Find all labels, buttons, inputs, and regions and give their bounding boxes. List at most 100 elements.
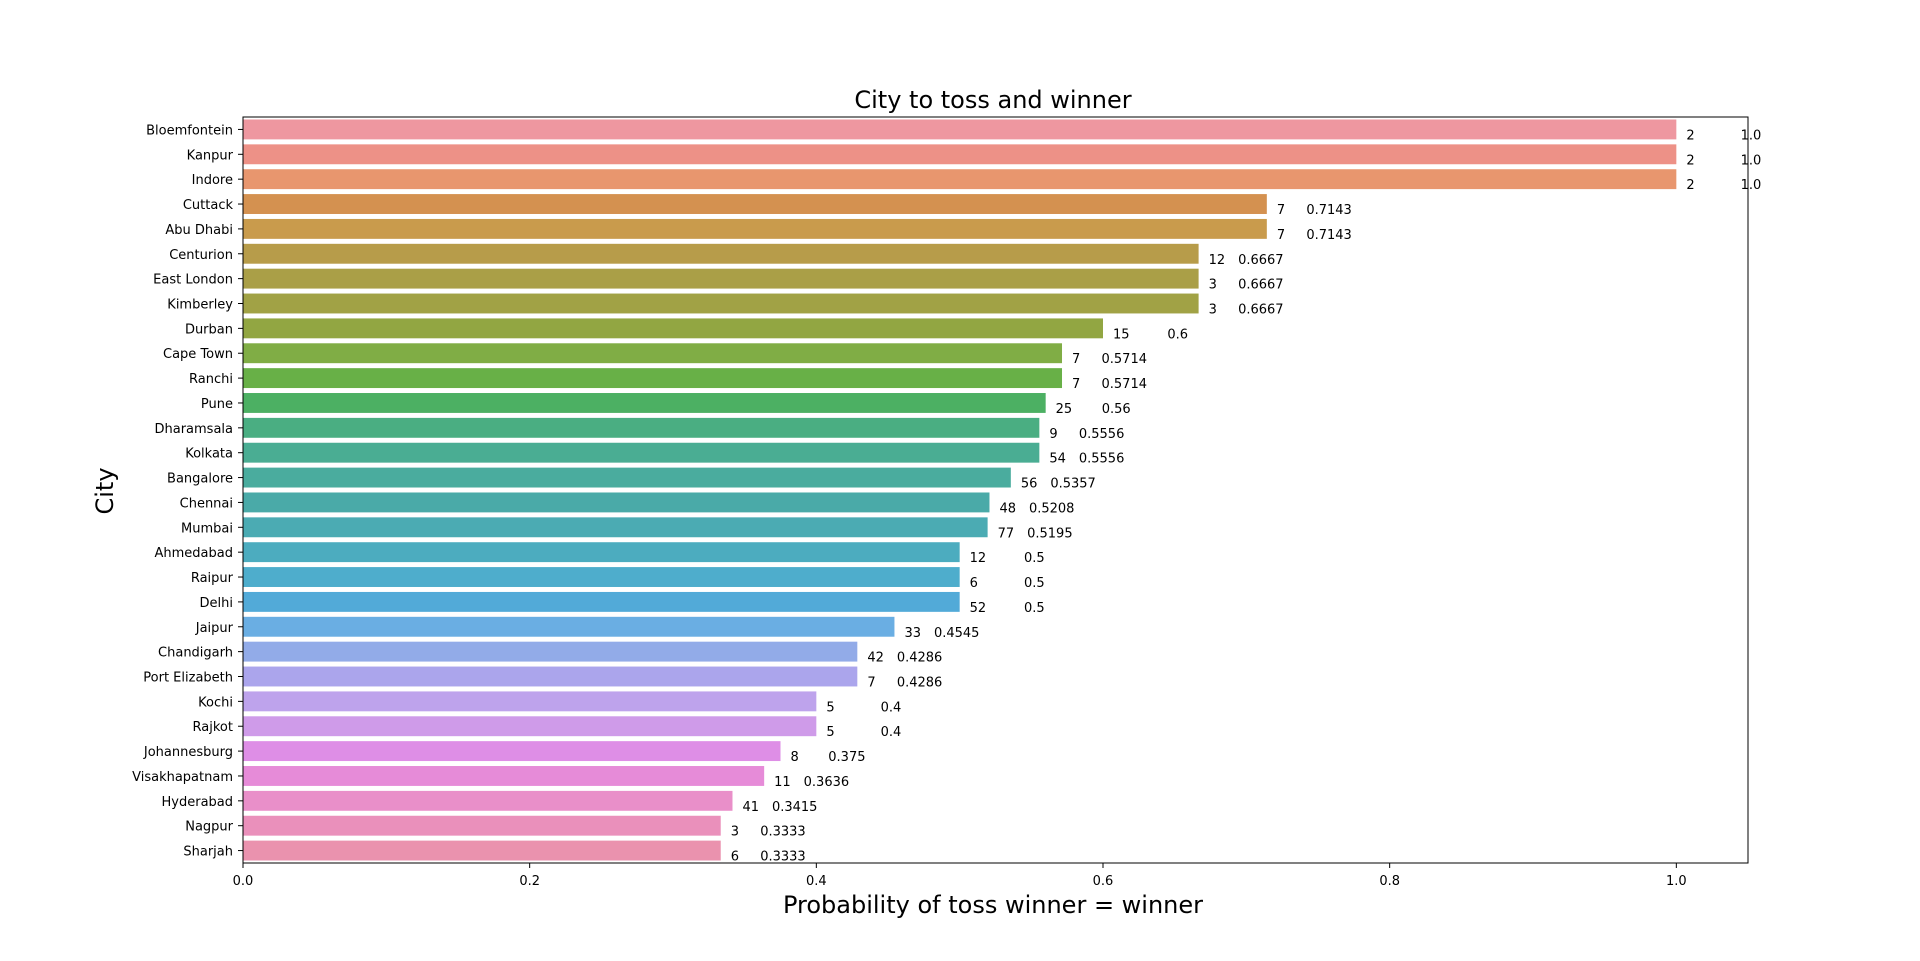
y-tick-label: Hyderabad xyxy=(162,795,234,810)
bar-value-label: 0.56 xyxy=(1102,402,1131,417)
y-tick-label: Chennai xyxy=(180,496,233,511)
bar xyxy=(243,741,781,762)
bar-count-label: 12 xyxy=(970,551,987,566)
bar xyxy=(243,815,721,836)
bar-count-label: 6 xyxy=(970,576,978,591)
bar-count-label: 25 xyxy=(1056,402,1073,417)
y-axis-label: City xyxy=(91,467,119,514)
y-tick-label: Mumbai xyxy=(181,521,233,536)
bar xyxy=(243,243,1199,264)
bar-count-label: 33 xyxy=(904,626,921,641)
bar xyxy=(243,417,1040,438)
bar-count-label: 7 xyxy=(1277,228,1285,243)
bar xyxy=(243,517,988,538)
bar-count-label: 54 xyxy=(1049,452,1066,467)
y-tick-label: Cuttack xyxy=(183,198,234,213)
bar-value-label: 0.3415 xyxy=(772,800,818,815)
bar xyxy=(243,393,1046,413)
bar xyxy=(243,567,960,587)
bar-count-label: 9 xyxy=(1049,427,1057,442)
bar xyxy=(243,716,817,737)
bar xyxy=(243,492,990,513)
bar-count-label: 7 xyxy=(867,676,875,691)
x-tick-label: 0.2 xyxy=(519,874,540,889)
y-tick-label: Dharamsala xyxy=(154,422,233,437)
bar-value-label: 0.6667 xyxy=(1238,253,1284,268)
y-tick-label: East London xyxy=(153,273,233,288)
x-tick-label: 0.0 xyxy=(233,874,254,889)
bar-count-label: 48 xyxy=(999,501,1016,516)
y-tick-label: Abu Dhabi xyxy=(165,223,233,238)
bar-count-label: 3 xyxy=(1209,278,1217,293)
bar-count-label: 2 xyxy=(1686,153,1694,168)
bar-count-label: 5 xyxy=(826,725,834,740)
bar-value-label: 0.4 xyxy=(881,700,902,715)
bar-count-label: 42 xyxy=(867,651,884,666)
bar xyxy=(243,790,733,811)
bar-count-label: 2 xyxy=(1686,178,1694,193)
bar-value-label: 0.4 xyxy=(881,725,902,740)
bar-count-label: 15 xyxy=(1113,327,1130,342)
bar-count-label: 6 xyxy=(731,850,739,865)
bar-value-label: 0.5208 xyxy=(1029,501,1075,516)
bar xyxy=(243,666,858,687)
bar xyxy=(243,442,1040,463)
bar-value-label: 0.5556 xyxy=(1079,427,1125,442)
bar-count-label: 3 xyxy=(731,825,739,840)
bar-count-label: 7 xyxy=(1277,203,1285,218)
bar xyxy=(243,268,1199,289)
bar-value-label: 0.6667 xyxy=(1238,303,1284,318)
y-tick-label: Bloemfontein xyxy=(146,123,233,138)
bar-value-label: 0.5714 xyxy=(1102,352,1148,367)
y-tick-label: Rajkot xyxy=(193,720,233,735)
y-tick-label: Kolkata xyxy=(185,447,233,462)
y-tick-label: Ahmedabad xyxy=(155,546,233,561)
y-tick-label: Jaipur xyxy=(195,621,234,636)
bar xyxy=(243,119,1677,140)
y-tick-label: Cape Town xyxy=(163,347,233,362)
y-tick-label: Chandigarh xyxy=(158,646,233,661)
y-tick-label: Ranchi xyxy=(189,372,233,387)
bar-count-label: 5 xyxy=(826,700,834,715)
bar-value-label: 0.5 xyxy=(1024,576,1045,591)
bar xyxy=(243,641,858,662)
bar xyxy=(243,293,1199,314)
y-tick-label: Bangalore xyxy=(167,472,233,487)
bar xyxy=(243,542,960,563)
bar-value-label: 0.5195 xyxy=(1027,526,1073,541)
bar-value-label: 1.0 xyxy=(1741,178,1762,193)
bar xyxy=(243,144,1677,165)
bar xyxy=(243,591,960,612)
bar xyxy=(243,368,1063,389)
y-tick-label: Delhi xyxy=(200,596,233,611)
bar-count-label: 2 xyxy=(1686,128,1694,143)
x-axis-label: Probability of toss winner = winner xyxy=(783,891,1203,919)
y-tick-label: Kimberley xyxy=(167,298,233,313)
bar-count-label: 11 xyxy=(774,775,791,790)
bar-value-label: 1.0 xyxy=(1741,153,1762,168)
y-tick-labels: Bloemfontein Kanpur Indore Cuttack Abu Dhabi… xyxy=(132,123,243,860)
bar-value-label: 0.6667 xyxy=(1238,278,1284,293)
bar-value-label: 1.0 xyxy=(1741,128,1762,143)
bar-value-label: 0.5714 xyxy=(1102,377,1148,392)
y-tick-label: Visakhapatnam xyxy=(132,770,233,785)
plot-frame xyxy=(242,116,1749,864)
bar-value-label: 0.6 xyxy=(1167,327,1188,342)
y-tick-label: Kanpur xyxy=(187,148,234,163)
y-tick-label: Sharjah xyxy=(183,845,233,860)
bar xyxy=(243,766,765,786)
bar-value-label: 0.3333 xyxy=(760,825,806,840)
y-tick-label: Kochi xyxy=(198,695,233,710)
y-tick-label: Nagpur xyxy=(185,820,233,835)
y-tick-label: Indore xyxy=(192,173,233,188)
bar xyxy=(243,318,1103,339)
bar-count-label: 41 xyxy=(742,800,759,815)
y-tick-label: Pune xyxy=(201,397,233,412)
bar-count-label: 7 xyxy=(1072,377,1080,392)
bar xyxy=(243,343,1063,364)
bar-value-label: 0.5556 xyxy=(1079,452,1125,467)
bar xyxy=(243,691,817,712)
bars-layer xyxy=(243,119,1677,861)
bar-count-label: 52 xyxy=(970,601,987,616)
bar xyxy=(243,467,1011,488)
